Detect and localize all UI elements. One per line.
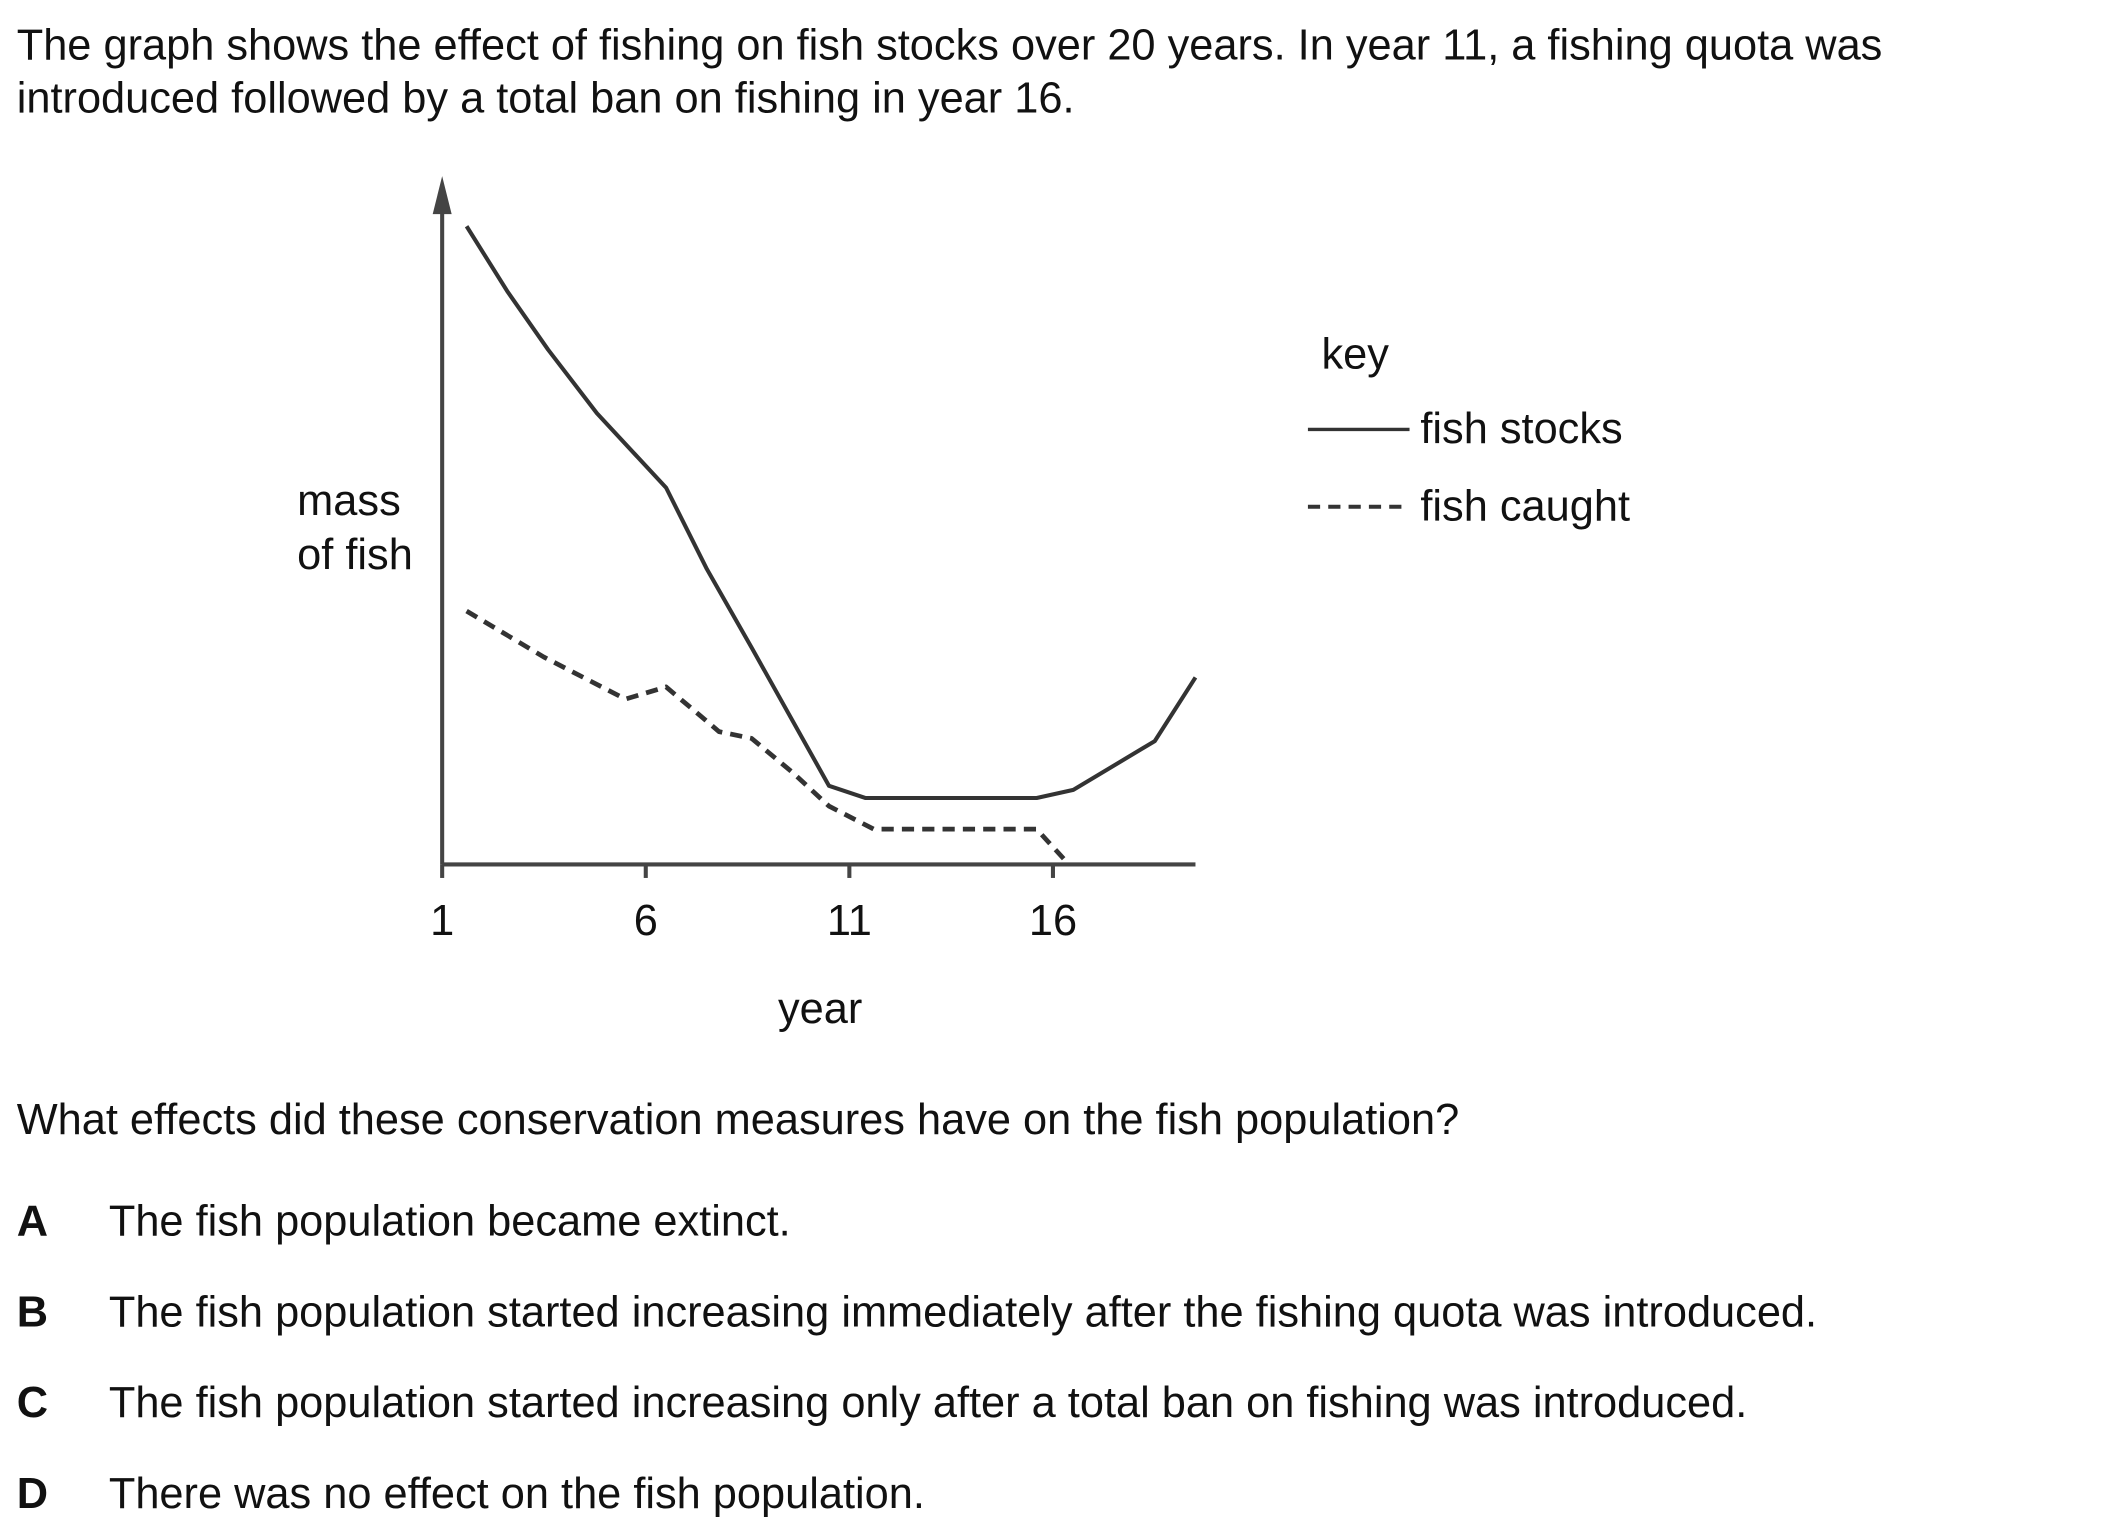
data-line [465, 609, 1067, 862]
x-tick-label: 11 [827, 897, 872, 945]
option-letter: C [17, 1379, 48, 1427]
data-line [464, 225, 1198, 801]
option-letter: D [17, 1470, 48, 1518]
option-text: There was no effect on the fish populati… [109, 1470, 925, 1518]
option-letter: B [17, 1288, 48, 1336]
intro-line: The graph shows the effect of fishing on… [17, 22, 1883, 70]
x-tick-label: 1 [430, 897, 454, 945]
legend-label: fish stocks [1420, 405, 1622, 453]
axis-arrow [432, 176, 452, 215]
y-axis-label: mass [297, 477, 401, 525]
question: What effects did these conservation meas… [17, 1096, 1459, 1144]
intro-line: introduced followed by a total ban on fi… [17, 74, 1075, 122]
x-axis-label: year [778, 985, 862, 1033]
x-tick-label: 6 [634, 897, 658, 945]
option-text: The fish population became extinct. [109, 1198, 791, 1246]
option-text: The fish population started increasing o… [109, 1379, 1747, 1427]
option-letter: A [17, 1198, 48, 1246]
legend-title: key [1321, 331, 1389, 379]
legend-label: fish caught [1420, 482, 1630, 530]
option-text: The fish population started increasing i… [109, 1288, 1817, 1336]
y-axis-label: of fish [297, 531, 413, 579]
x-tick-label: 16 [1029, 897, 1077, 945]
